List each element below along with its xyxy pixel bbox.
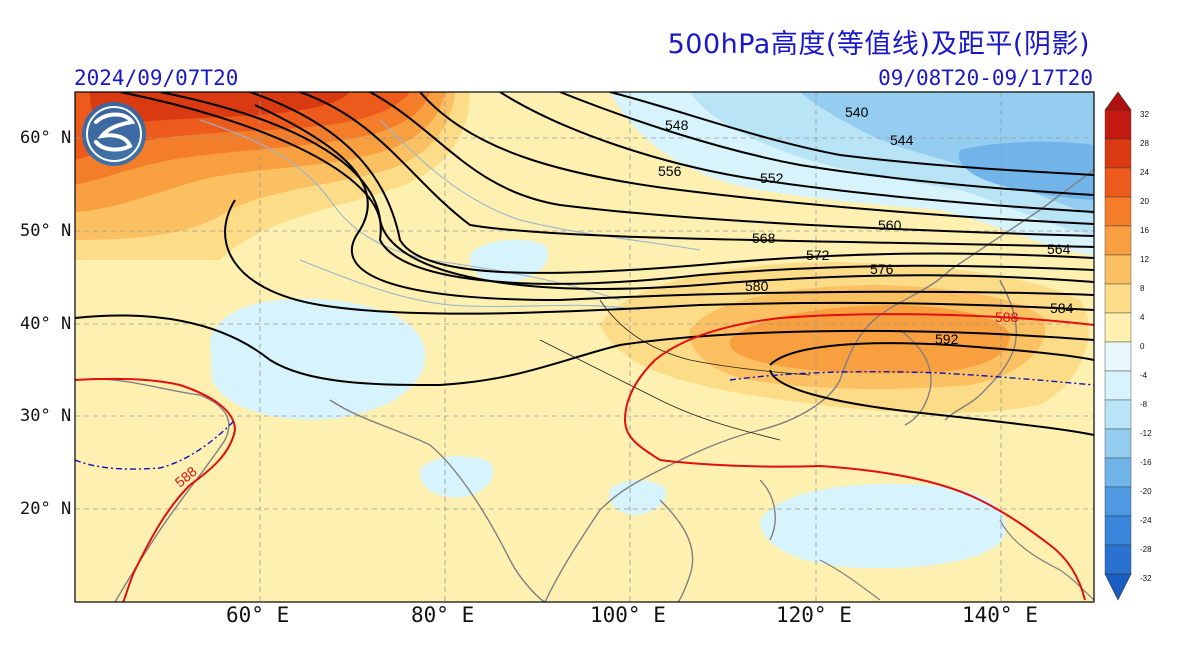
colorbar-tick: -16 — [1140, 458, 1152, 467]
contour-584 — [75, 314, 1094, 387]
lon-label: 120° E — [776, 603, 852, 627]
colorbar-tick: -8 — [1140, 400, 1148, 409]
colorbar-tick: 28 — [1140, 139, 1149, 148]
map-frame — [74, 91, 1095, 603]
contour-label: 560 — [878, 217, 902, 233]
contour-label: 572 — [806, 247, 830, 263]
valid-period: 09/08T20-09/17T20 — [878, 66, 1093, 90]
colorbar-tick: -28 — [1140, 545, 1152, 554]
lat-label: 20° N — [20, 499, 72, 519]
colorbar-tick: 24 — [1140, 168, 1149, 177]
contour-576 — [254, 104, 1094, 302]
anomaly-east-12-16 — [729, 305, 1010, 374]
contour-540 — [609, 92, 1094, 176]
colorbar-tick: 16 — [1140, 226, 1149, 235]
colorbar-tick: 12 — [1140, 255, 1149, 264]
contour-label: 592 — [935, 331, 959, 347]
contour-label-588: 588 — [995, 309, 1019, 325]
contour-560 — [299, 92, 1094, 248]
colorbar-tick: 0 — [1140, 342, 1145, 351]
contour-label: 564 — [1047, 241, 1071, 257]
contour-label: 580 — [745, 278, 769, 294]
contour-labels: 540 544 548 552 556 560 564 568 572 576 … — [172, 104, 1074, 490]
contour-label: 544 — [890, 132, 914, 148]
anomaly-shading — [75, 92, 1094, 602]
colorbar — [1104, 91, 1132, 601]
colorbar-tick: -4 — [1140, 371, 1148, 380]
contour-552 — [419, 92, 1094, 225]
contour-544 — [559, 92, 1094, 196]
anomaly-blob-india — [419, 456, 494, 498]
contour-556 — [369, 92, 1094, 237]
contour-label: 584 — [1050, 300, 1074, 316]
ridge-588 — [75, 313, 1094, 602]
anomaly-blob-indochina — [609, 479, 666, 515]
lon-label: 140° E — [962, 603, 1038, 627]
cma-logo — [82, 102, 146, 166]
colorbar-tick: 20 — [1140, 197, 1149, 206]
lat-label: 60° N — [20, 128, 72, 148]
lon-label: 60° E — [226, 603, 290, 627]
contour-580 — [224, 199, 1094, 315]
colorbar-tick: -12 — [1140, 429, 1152, 438]
lat-label: 40° N — [20, 314, 72, 334]
contour-label: 576 — [870, 261, 894, 277]
coastlines — [75, 119, 1094, 602]
contour-label: 552 — [760, 170, 784, 186]
colorbar-tick: -24 — [1140, 516, 1152, 525]
contour-label: 568 — [752, 230, 776, 246]
colorbar-tick: 8 — [1140, 284, 1145, 293]
colorbar-tick: 32 — [1140, 110, 1149, 119]
init-time: 2024/09/07T20 — [74, 66, 239, 90]
contour-label: 548 — [665, 117, 689, 133]
anomaly-blob-pacific — [760, 483, 1006, 569]
lon-label: 80° E — [411, 603, 475, 627]
contour-588-black — [769, 342, 1094, 366]
contour-564 — [249, 92, 1094, 274]
contour-548 — [499, 92, 1094, 213]
colorbar-tick: -32 — [1140, 574, 1152, 583]
colorbar-tick: -20 — [1140, 487, 1152, 496]
contour-572 — [119, 92, 1094, 290]
height-contours — [75, 92, 1094, 436]
anomaly-zero-line — [729, 370, 1094, 386]
lat-label: 30° N — [20, 406, 72, 426]
colorbar-tick: 4 — [1140, 313, 1145, 322]
map-title: 500hPa高度(等值线)及距平(阴影) — [667, 29, 1090, 60]
lat-label: 50° N — [20, 221, 72, 241]
contour-label: 556 — [658, 163, 682, 179]
contour-label: 540 — [845, 104, 869, 120]
lon-label: 100° E — [590, 603, 666, 627]
contour-592 — [769, 369, 1094, 436]
anomaly-blob-central-asia — [210, 298, 426, 420]
